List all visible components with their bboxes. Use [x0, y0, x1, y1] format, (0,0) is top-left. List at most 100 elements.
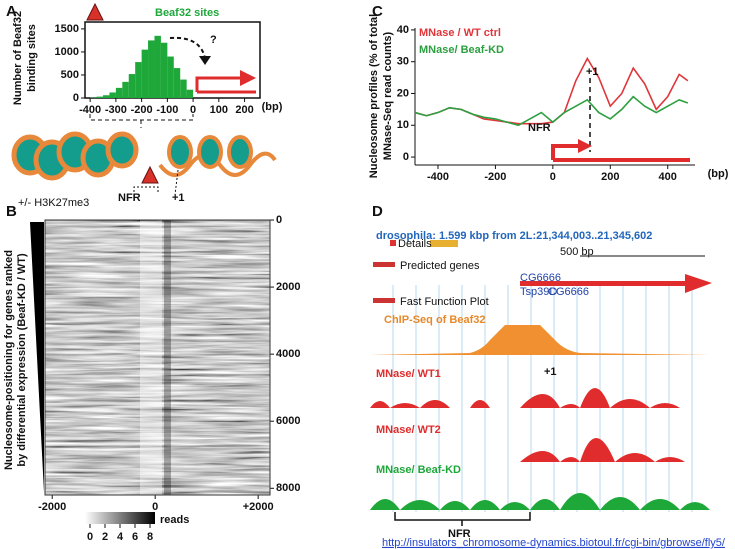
- gene: [520, 281, 690, 286]
- y-axis-label: Nucleosome-positioning for genes ranked: [3, 250, 15, 470]
- track-profile: [370, 438, 710, 462]
- bar: [128, 74, 136, 98]
- nucleosome: [197, 135, 223, 169]
- colorbar-tick-label: 0: [87, 531, 93, 543]
- beaf-marker: [141, 165, 159, 184]
- track-profile: [370, 325, 710, 355]
- browser-text: Tsp39D: [520, 286, 557, 298]
- y-tick-label: 30: [397, 56, 409, 68]
- x-tick-label: -400: [427, 171, 449, 183]
- bar: [180, 79, 187, 98]
- annotation: NFR: [528, 122, 551, 134]
- arrow-head: [199, 56, 211, 65]
- track-profile: [370, 493, 710, 510]
- y-tick-label: 1000: [55, 46, 79, 58]
- legend-label: MNase/ Beaf-KD: [419, 44, 504, 56]
- colorbar-tick-label: 6: [132, 531, 138, 543]
- colorbar-label: reads: [160, 514, 189, 526]
- gene-arrow: [195, 76, 256, 94]
- nfr-band: [140, 220, 162, 495]
- chromatin-cartoon: [11, 131, 277, 196]
- bar: [148, 40, 155, 98]
- plus1-band: [164, 220, 171, 495]
- bracket: [133, 169, 179, 196]
- x-tick-label: 0: [190, 104, 196, 116]
- track-label: MNase/ Beaf-KD: [376, 464, 461, 476]
- x-tick-label: 0: [550, 171, 556, 183]
- bar: [135, 62, 142, 98]
- x-tick-label: 400: [659, 171, 677, 183]
- annotation: ?: [210, 34, 217, 46]
- x-tick-label: +2000: [243, 501, 274, 513]
- bracket: [394, 512, 531, 526]
- colorbar: [85, 512, 155, 524]
- y-axis-label: Nucleosome profiles (% of total: [368, 14, 380, 178]
- y-axis-label: by differential expression (Beaf-KD / WT…: [16, 253, 28, 467]
- y-axis-label: MNase-Seq read counts): [382, 31, 394, 160]
- browser-title: drosophila: 1.599 kbp from 2L:21,344,003…: [376, 230, 652, 242]
- y-axis-label: Number of Beaf32: [12, 11, 24, 105]
- y-axis-label: binding sites: [26, 24, 38, 92]
- colorbar-tick-label: 8: [147, 531, 153, 543]
- y-tick-label: 2000: [276, 281, 300, 293]
- icon: [390, 240, 396, 246]
- x-tick-label: -100: [156, 104, 178, 116]
- annotation: NFR: [448, 528, 471, 540]
- gene-arrow-head: [578, 139, 592, 153]
- x-tick-label: 100: [210, 104, 228, 116]
- cartoon-label: +1: [172, 192, 185, 204]
- gene-arrow-head: [685, 274, 712, 293]
- bar: [154, 35, 161, 98]
- bar: [103, 95, 110, 98]
- x-tick-label: -400: [79, 104, 101, 116]
- gene-arrow-head: [240, 70, 256, 86]
- chart-title: Beaf32 sites: [155, 7, 219, 19]
- browser-text: Fast Function Plot: [400, 296, 489, 308]
- y-tick-label: 4000: [276, 348, 300, 360]
- series-line: [414, 56, 689, 125]
- x-tick-label: -200: [131, 104, 153, 116]
- x-tick-label: 200: [601, 171, 619, 183]
- x-tick-label: -200: [484, 171, 506, 183]
- bar: [122, 81, 129, 98]
- series-line: [414, 95, 689, 127]
- link[interactable]: http://insulators_chromosome-dynamics.bi…: [382, 537, 726, 549]
- icon: [430, 240, 458, 247]
- y-tick-label: 1500: [55, 23, 79, 35]
- x-tick-label: -2000: [38, 501, 66, 513]
- track-label: MNase/ WT1: [376, 368, 441, 380]
- arrow: [169, 36, 206, 59]
- x-unit: (bp): [708, 168, 729, 180]
- y-tick-label: 40: [397, 24, 409, 36]
- icon: [373, 262, 395, 267]
- bar: [160, 42, 168, 98]
- nucleosome: [167, 135, 193, 169]
- colorbar-tick-label: 2: [102, 531, 108, 543]
- y-tick-label: 0: [276, 214, 282, 226]
- browser-text: Details: [398, 238, 432, 250]
- gene-arrow: [551, 144, 690, 162]
- y-tick-label: 10: [397, 119, 409, 131]
- browser-text: CG6666: [520, 272, 561, 284]
- y-tick-label: 0: [73, 92, 79, 104]
- heatmap-texture: [45, 220, 270, 495]
- bar: [96, 96, 104, 98]
- track-label: ChIP-Seq of Beaf32: [384, 314, 485, 326]
- nucleosome: [105, 131, 139, 169]
- panel-label: C: [372, 3, 383, 20]
- panel-label: A: [6, 3, 17, 20]
- cartoon-label: NFR: [118, 192, 141, 204]
- x-tick-label: -300: [105, 104, 127, 116]
- y-tick-label: 20: [397, 87, 409, 99]
- bar: [141, 49, 149, 98]
- icon: [373, 298, 395, 303]
- x-tick-label: 0: [152, 501, 158, 513]
- x-unit: (bp): [262, 101, 283, 113]
- track-label: MNase/ WT2: [376, 424, 441, 436]
- annotation: +1: [586, 66, 599, 78]
- bar: [173, 68, 181, 98]
- cartoon-label: +/- H3K27me3: [18, 197, 89, 209]
- panel-label: D: [372, 203, 383, 220]
- browser-text: 500 bp: [560, 246, 594, 258]
